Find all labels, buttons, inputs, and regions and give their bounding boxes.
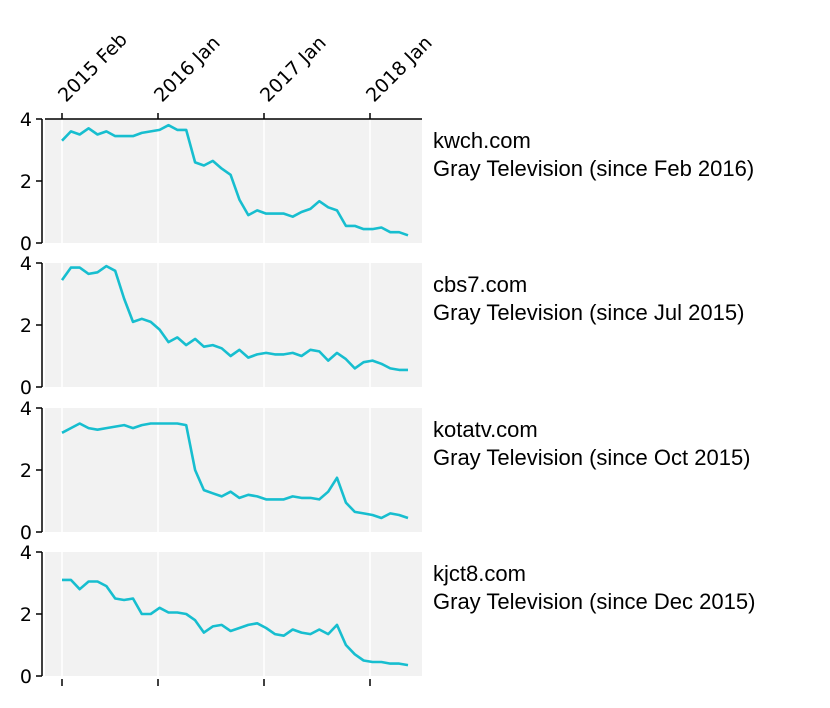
series-line [61,422,409,520]
panel-cbs7.com: 0 2 4 cbs7.com Gray Television (since Jul 20… [20,253,745,399]
y-tick-label: 2 [20,604,32,626]
panel-kjct8.com: 0 2 4 kjct8.com Gray Television (since Dec 2… [20,542,756,688]
y-tick-label: 4 [20,398,32,420]
panel-kwch.com: 0 2 4 kwch.com Gray Television (since Feb 20… [20,109,754,255]
y-tick-label: 4 [20,253,32,275]
x-tick-label: 2017 Jan [256,32,331,107]
series-line [62,578,409,667]
owner-label: Gray Television (since Dec 2015) [433,589,755,614]
y-tick-label: 0 [20,377,32,399]
y-tick-label: 2 [20,315,32,337]
x-tick-label: 2018 Jan [362,32,437,107]
x-tick-label: 2015 Feb [54,29,132,107]
x-tick-label: 2016 Jan [150,32,225,107]
plot-background [45,263,422,387]
site-label: kotatv.com [433,417,538,442]
plot-background [45,552,422,676]
site-label: kwch.com [433,128,531,153]
y-tick-label: 0 [20,666,32,688]
owner-label: Gray Television (since Feb 2016) [433,156,754,181]
y-tick-label: 2 [20,460,32,482]
owner-label: Gray Television (since Oct 2015) [433,445,751,470]
owner-label: Gray Television (since Jul 2015) [433,300,744,325]
y-tick-label: 0 [20,522,32,544]
y-tick-label: 0 [20,233,32,255]
series-line [61,123,409,237]
y-tick-label: 2 [20,171,32,193]
site-label: cbs7.com [433,272,527,297]
y-tick-label: 4 [20,109,32,131]
series-line [60,264,408,372]
panel-kotatv.com: 0 2 4 kotatv.com Gray Television (since Oct … [20,398,751,544]
y-tick-label: 4 [20,542,32,564]
site-label: kjct8.com [433,561,526,586]
